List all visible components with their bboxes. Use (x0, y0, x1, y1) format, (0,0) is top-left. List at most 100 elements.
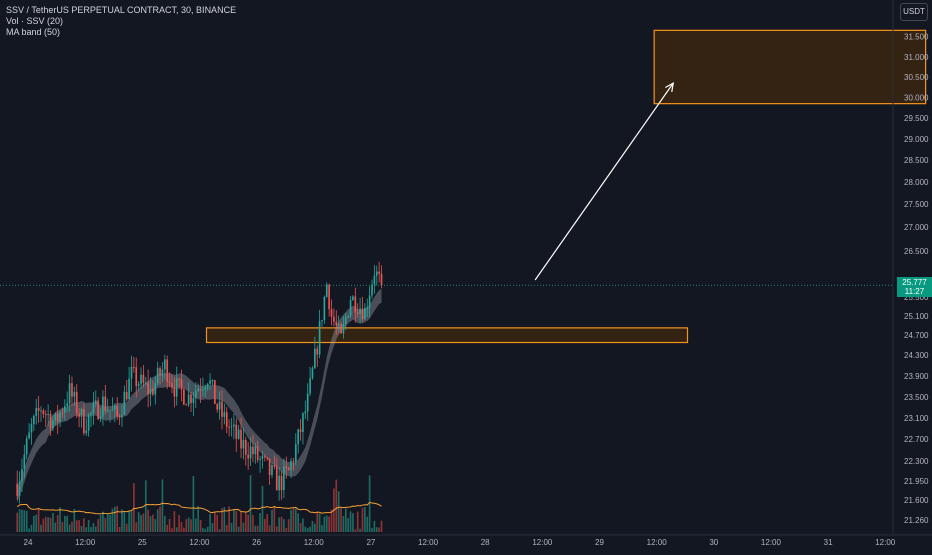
volume-bar (94, 526, 97, 532)
volume-bar (61, 521, 64, 532)
projection-arrow (534, 82, 674, 281)
candle-body (249, 446, 252, 459)
volume-bar (109, 514, 111, 532)
volume-bar (118, 526, 121, 532)
ma-band (17, 288, 382, 503)
candle-body (109, 410, 111, 412)
price-tick-label: 29.500 (904, 114, 929, 123)
volume-bar (54, 522, 57, 532)
time-tick-label: 28 (481, 538, 490, 547)
support-zone (205, 327, 689, 344)
volume-bar (56, 515, 59, 532)
candle-body (309, 378, 311, 394)
volume-bar (171, 528, 173, 532)
volume-bar (297, 513, 300, 532)
candle-body (166, 359, 169, 382)
candle-body (94, 400, 97, 404)
volume-bar (273, 506, 276, 532)
candle-body (325, 284, 328, 297)
candle-body (337, 323, 340, 326)
volume-bar (271, 509, 273, 532)
price-tick-label: 25.500 (904, 293, 929, 302)
candle-body (66, 403, 69, 407)
bar-countdown: 11:27 (904, 287, 925, 297)
legend-volume[interactable]: Vol · SSV (20) (6, 16, 64, 26)
candle-body (318, 321, 321, 355)
volume-bar (235, 510, 238, 532)
volume-bar (80, 525, 83, 532)
volume-bar (318, 513, 321, 532)
volume-bar (87, 519, 90, 532)
volume-bar (111, 508, 114, 532)
arrow-head (665, 82, 675, 93)
volume-bar (354, 529, 357, 532)
volume-bar (337, 491, 340, 532)
volume-bar (59, 507, 61, 532)
candle-body (102, 396, 104, 417)
volume-bar (90, 527, 92, 532)
candle-body (28, 432, 30, 439)
candle-body (323, 296, 326, 321)
volume-bar (144, 480, 147, 532)
price-tick-label: 24.300 (904, 351, 929, 360)
volume-bar (361, 507, 364, 532)
candle-body (118, 416, 121, 418)
volume-bar (359, 528, 361, 532)
candle-body (202, 389, 204, 391)
volume-bar (147, 509, 149, 532)
candle-body (59, 412, 61, 422)
candle-body (294, 444, 297, 462)
candle-body (347, 315, 350, 318)
candle-body (154, 383, 157, 395)
candle-body (142, 374, 145, 383)
volume-bar (185, 519, 188, 532)
candle-body (361, 308, 364, 320)
volume-bar (244, 511, 247, 532)
volume-bar (214, 511, 216, 532)
legend-symbol[interactable]: SSV / TetherUS PERPETUAL CONTRACT, 30, B… (6, 5, 237, 15)
candle-body (264, 455, 266, 458)
candle-body (204, 387, 207, 390)
volume-bar (221, 508, 223, 532)
candle-body (113, 405, 116, 410)
candle-body (133, 366, 135, 368)
price-tick-label: 26.500 (904, 247, 929, 256)
volume-bar (99, 515, 102, 532)
candle-body (18, 481, 21, 496)
volume-bar (230, 522, 233, 532)
candle-body (297, 429, 300, 445)
time-axis[interactable]: 24 12:00 25 12:00 26 12:00 27 12:00 28 12:00 29 12:… (0, 534, 932, 547)
candle-body (171, 383, 173, 388)
candle-body (156, 368, 159, 384)
volume-bar (347, 518, 350, 532)
last-price-value: 25.777 (902, 278, 927, 288)
volume-bar (197, 506, 199, 532)
volume-bar (104, 517, 107, 532)
price-tick-label: 22.300 (904, 457, 929, 466)
volume-bar (330, 509, 333, 532)
candle-body (333, 316, 335, 322)
volume-bar (314, 523, 316, 532)
time-tick-label: 26 (252, 538, 261, 547)
candle-body (366, 307, 369, 309)
candle-body (356, 312, 359, 314)
volume-bar (30, 524, 33, 532)
currency-button[interactable]: USDT (900, 3, 928, 21)
volume-bar (123, 512, 126, 532)
candle-body (149, 388, 152, 395)
candle-body (23, 454, 26, 470)
candle-body (99, 416, 102, 420)
candles-layer (16, 261, 383, 504)
candle-body (85, 430, 88, 434)
candle-body (44, 414, 47, 416)
volume-bar (378, 527, 380, 532)
candle-body (178, 378, 180, 380)
volume-bar (66, 516, 69, 532)
candle-body (56, 413, 59, 422)
legend-ma-band[interactable]: MA band (50) (6, 27, 61, 37)
candle-body (230, 426, 233, 428)
volume-bar (63, 515, 66, 532)
candle-body (37, 408, 40, 411)
